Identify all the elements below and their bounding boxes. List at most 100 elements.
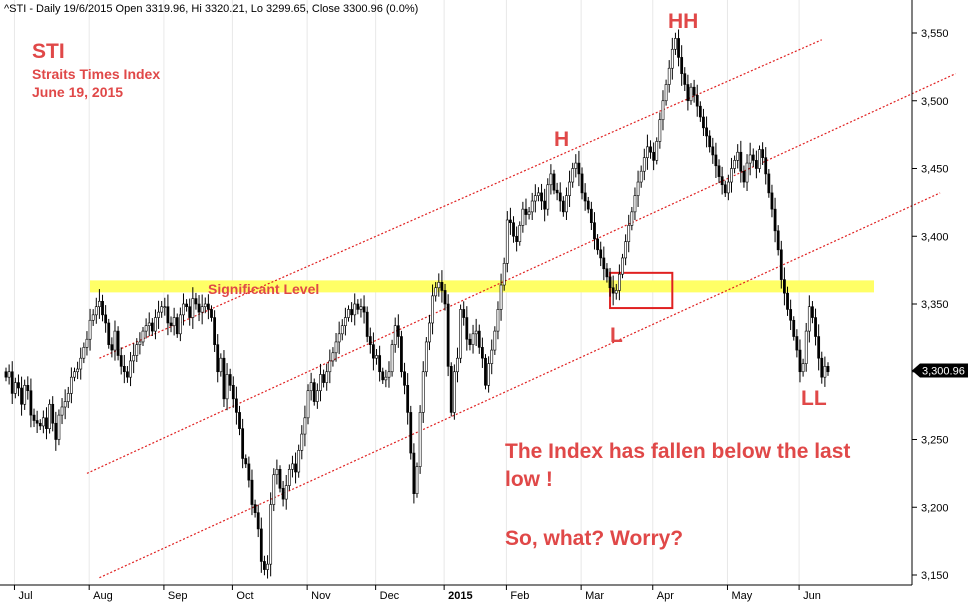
candle-body-203 [636, 181, 640, 196]
candle-body-138 [434, 287, 438, 297]
candle-body-197 [617, 273, 621, 291]
candle-body-177 [555, 189, 559, 194]
candle-body-66 [210, 309, 213, 318]
candle-body-210 [658, 119, 662, 142]
candle-body-173 [543, 200, 547, 210]
candle-body-235 [736, 151, 740, 161]
x-tick-label-4: Nov [311, 590, 331, 602]
candle-body-79 [250, 479, 254, 505]
candle-body-81 [256, 512, 260, 530]
candle-body-145 [456, 357, 459, 373]
candle-body-159 [499, 284, 503, 310]
y-tick-label-2: 3,250 [921, 435, 949, 447]
candle-body-163 [512, 222, 515, 237]
candle-body-51 [163, 306, 167, 309]
candle-body-238 [745, 162, 749, 183]
candle-body-214 [670, 48, 674, 69]
candle-body-32 [104, 314, 108, 324]
candle-body-8 [29, 390, 33, 416]
candle-body-165 [518, 225, 522, 242]
candle-body-95 [300, 433, 304, 451]
candle-body-86 [272, 474, 276, 505]
candle-body-74 [235, 398, 238, 413]
candle-body-40 [129, 360, 132, 378]
candle-body-190 [596, 238, 599, 251]
candle-body-237 [742, 170, 746, 183]
annotation-subtitle: Straits Times Index [32, 66, 160, 82]
candle-body-108 [340, 325, 344, 335]
candle-body-58 [185, 303, 188, 308]
candle-body-256 [801, 363, 805, 373]
candle-body-62 [197, 303, 201, 313]
candle-body-126 [396, 325, 400, 337]
candle-body-0 [4, 371, 8, 378]
candle-body-128 [403, 371, 406, 386]
candle-body-99 [312, 382, 316, 402]
x-tick-label-6: 2015 [448, 590, 472, 602]
significant-level-band-rect [90, 280, 874, 293]
candle-body-16 [54, 422, 58, 440]
candle-body-212 [664, 84, 668, 102]
candle-body-65 [206, 303, 210, 310]
candle-body-254 [795, 336, 799, 351]
candle-body-230 [720, 176, 724, 186]
candle-body-206 [646, 146, 649, 158]
y-tick-label-1: 3,200 [921, 502, 949, 514]
candle-body-20 [66, 393, 70, 402]
candle-body-75 [238, 412, 241, 429]
candle-body-133 [418, 412, 422, 467]
candle-body-70 [222, 357, 226, 400]
x-tick-labels: Jul Aug Sep Oct Nov Dec 2015 Feb Mar Apr May Jun [13, 585, 821, 602]
candle-body-52 [166, 306, 170, 324]
candle-body-107 [337, 333, 341, 343]
last-price-label: 3,300.96 [922, 365, 965, 377]
chart-header: ^STI - Daily 19/6/2015 Open 3319.96, Hi … [4, 3, 418, 15]
candle-body-181 [568, 181, 571, 196]
channel-line-middle [86, 73, 956, 474]
candle-body-83 [263, 561, 266, 570]
x-tick-label-0: Jul [18, 590, 32, 602]
candle-body-111 [350, 309, 354, 316]
candle-body-221 [692, 86, 696, 96]
candle-body-205 [642, 157, 646, 172]
candle-body-104 [328, 360, 332, 373]
candle-body-25 [82, 347, 86, 359]
candle-body-10 [35, 420, 39, 424]
candle-body-112 [353, 303, 357, 316]
candle-body-71 [225, 374, 229, 400]
candle-body-143 [449, 366, 453, 413]
candle-body-14 [48, 403, 51, 429]
candle-body-97 [306, 390, 310, 419]
candle-body-156 [490, 349, 494, 364]
candle-body-44 [141, 330, 145, 343]
candle-body-87 [275, 469, 279, 476]
candle-body-220 [689, 86, 693, 102]
candle-body-109 [343, 317, 347, 326]
candle-body-248 [776, 230, 780, 251]
candle-body-114 [359, 306, 363, 310]
candle-body-33 [107, 322, 111, 345]
candle-body-91 [287, 469, 291, 486]
candle-body-68 [216, 344, 220, 373]
candle-body-88 [278, 469, 282, 489]
candle-body-122 [384, 376, 388, 381]
x-tick-label-2: Sep [168, 590, 188, 602]
candle-body-233 [730, 168, 733, 183]
candle-body-37 [119, 355, 123, 367]
candle-body-116 [365, 311, 369, 337]
significant-level-band [90, 280, 874, 293]
candle-body-227 [711, 146, 715, 156]
candle-body-123 [387, 371, 391, 378]
candle-body-48 [154, 317, 157, 332]
candle-body-185 [580, 173, 584, 194]
candle-body-244 [764, 157, 768, 175]
x-tick-label-1: Aug [93, 590, 113, 602]
candle-body-188 [589, 208, 593, 223]
candle-body-106 [334, 341, 338, 354]
last-price-tag-shape [912, 363, 968, 378]
candle-body-218 [683, 73, 687, 85]
candle-body-172 [540, 192, 543, 202]
candle-body-131 [412, 452, 416, 494]
candle-body-199 [624, 241, 628, 259]
